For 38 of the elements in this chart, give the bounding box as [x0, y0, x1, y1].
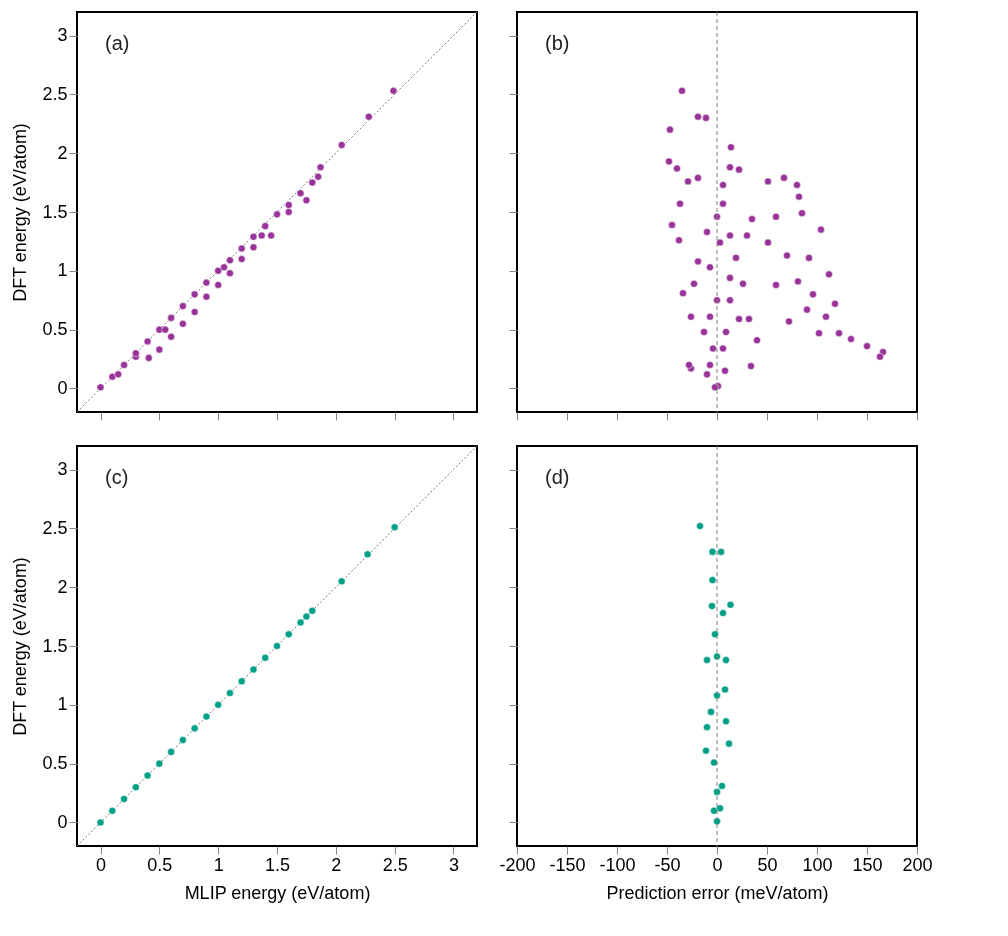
x-tick-label: 100 [802, 854, 833, 875]
x-tick-label: 2.5 [382, 854, 408, 875]
x-tick-label: 0 [712, 854, 723, 875]
y-tick-label: 1.5 [42, 635, 68, 656]
annotation: (a) [105, 32, 130, 54]
x-tick-label: 0.5 [147, 854, 173, 875]
annotation: (d) [545, 466, 570, 488]
annotation: (c) [105, 466, 129, 488]
y-tick-label: 3 [57, 459, 68, 480]
y-tick-label: 1 [57, 260, 68, 281]
y-axis-title: DFT energy (eV/atom) [10, 557, 31, 736]
x-tick-label: -100 [599, 854, 636, 875]
x-tick-label: 2 [331, 854, 342, 875]
annotation: (b) [545, 32, 570, 54]
x-tick-label: -150 [549, 854, 586, 875]
x-tick-label: 1.5 [264, 854, 291, 875]
y-tick-label: 2.5 [42, 517, 68, 538]
y-tick-label: 0 [57, 377, 68, 398]
x-tick-label: 3 [448, 854, 459, 875]
x-tick-label: 150 [852, 854, 883, 875]
y-tick-label: 0.5 [42, 753, 68, 774]
y-tick-label: 3 [57, 25, 68, 46]
y-tick-label: 0 [57, 811, 68, 832]
y-tick-label: 0.5 [42, 319, 68, 340]
y-tick-label: 1 [57, 694, 68, 715]
x-tick-label: -200 [499, 854, 536, 875]
x-tick-label: 50 [757, 854, 778, 875]
x-axis-title: MLIP energy (eV/atom) [184, 882, 371, 903]
x-tick-label: 200 [902, 854, 933, 875]
y-tick-label: 1.5 [42, 201, 68, 222]
y-tick-label: 2 [57, 576, 68, 597]
x-tick-label: -50 [654, 854, 681, 875]
y-axis-title: DFT energy (eV/atom) [10, 123, 31, 302]
x-tick-label: 1 [213, 854, 224, 875]
x-tick-label: 0 [96, 854, 107, 875]
y-tick-label: 2 [57, 142, 68, 163]
y-tick-label: 2.5 [42, 83, 68, 104]
x-axis-title: Prediction error (meV/atom) [606, 882, 829, 903]
